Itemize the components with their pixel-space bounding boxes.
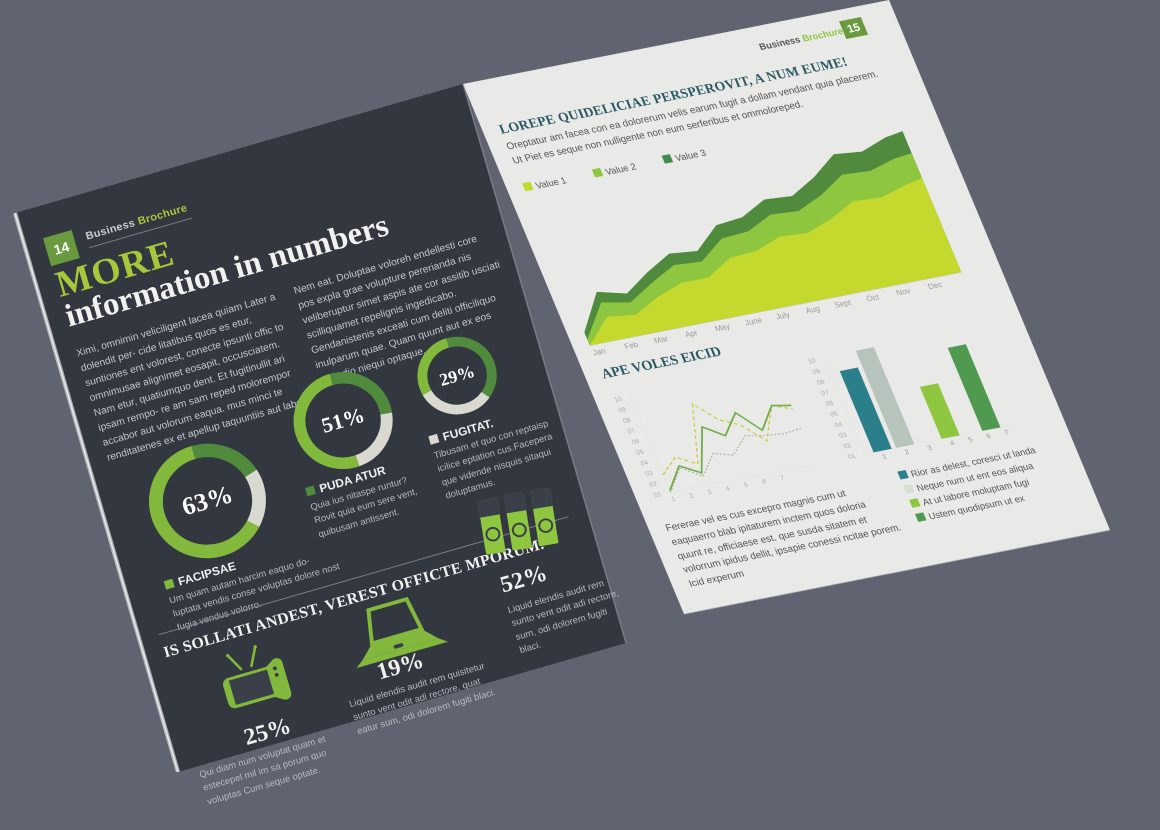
svg-text:05: 05 [635,449,645,457]
svg-text:10: 10 [613,396,623,404]
svg-text:08: 08 [622,417,632,425]
svg-text:04: 04 [834,421,844,429]
svg-text:03: 03 [838,432,848,440]
svg-text:06: 06 [825,400,835,408]
svg-text:2: 2 [689,493,696,500]
svg-text:10: 10 [807,358,817,366]
svg-text:03: 03 [644,470,654,478]
svg-text:3: 3 [927,445,934,452]
svg-text:5: 5 [967,437,974,444]
svg-text:08: 08 [816,379,826,387]
svg-text:5: 5 [743,482,750,489]
svg-text:01: 01 [847,453,857,461]
svg-text:06: 06 [631,438,641,446]
svg-text:1: 1 [881,454,888,461]
svg-text:07: 07 [820,389,830,397]
svg-text:4: 4 [949,440,956,447]
svg-text:05: 05 [829,411,839,419]
svg-text:02: 02 [649,481,659,489]
svg-text:02: 02 [843,442,853,450]
svg-text:09: 09 [812,368,822,376]
svg-text:1: 1 [670,496,677,503]
svg-text:07: 07 [627,428,637,436]
svg-text:2: 2 [904,449,911,456]
svg-text:4: 4 [725,485,732,492]
svg-text:7: 7 [1004,429,1011,436]
svg-text:09: 09 [618,406,628,414]
svg-text:01: 01 [653,491,663,499]
svg-text:7: 7 [779,475,786,482]
svg-text:04: 04 [640,459,650,467]
svg-text:6: 6 [986,433,993,440]
svg-text:3: 3 [707,489,714,496]
svg-text:6: 6 [761,478,768,485]
